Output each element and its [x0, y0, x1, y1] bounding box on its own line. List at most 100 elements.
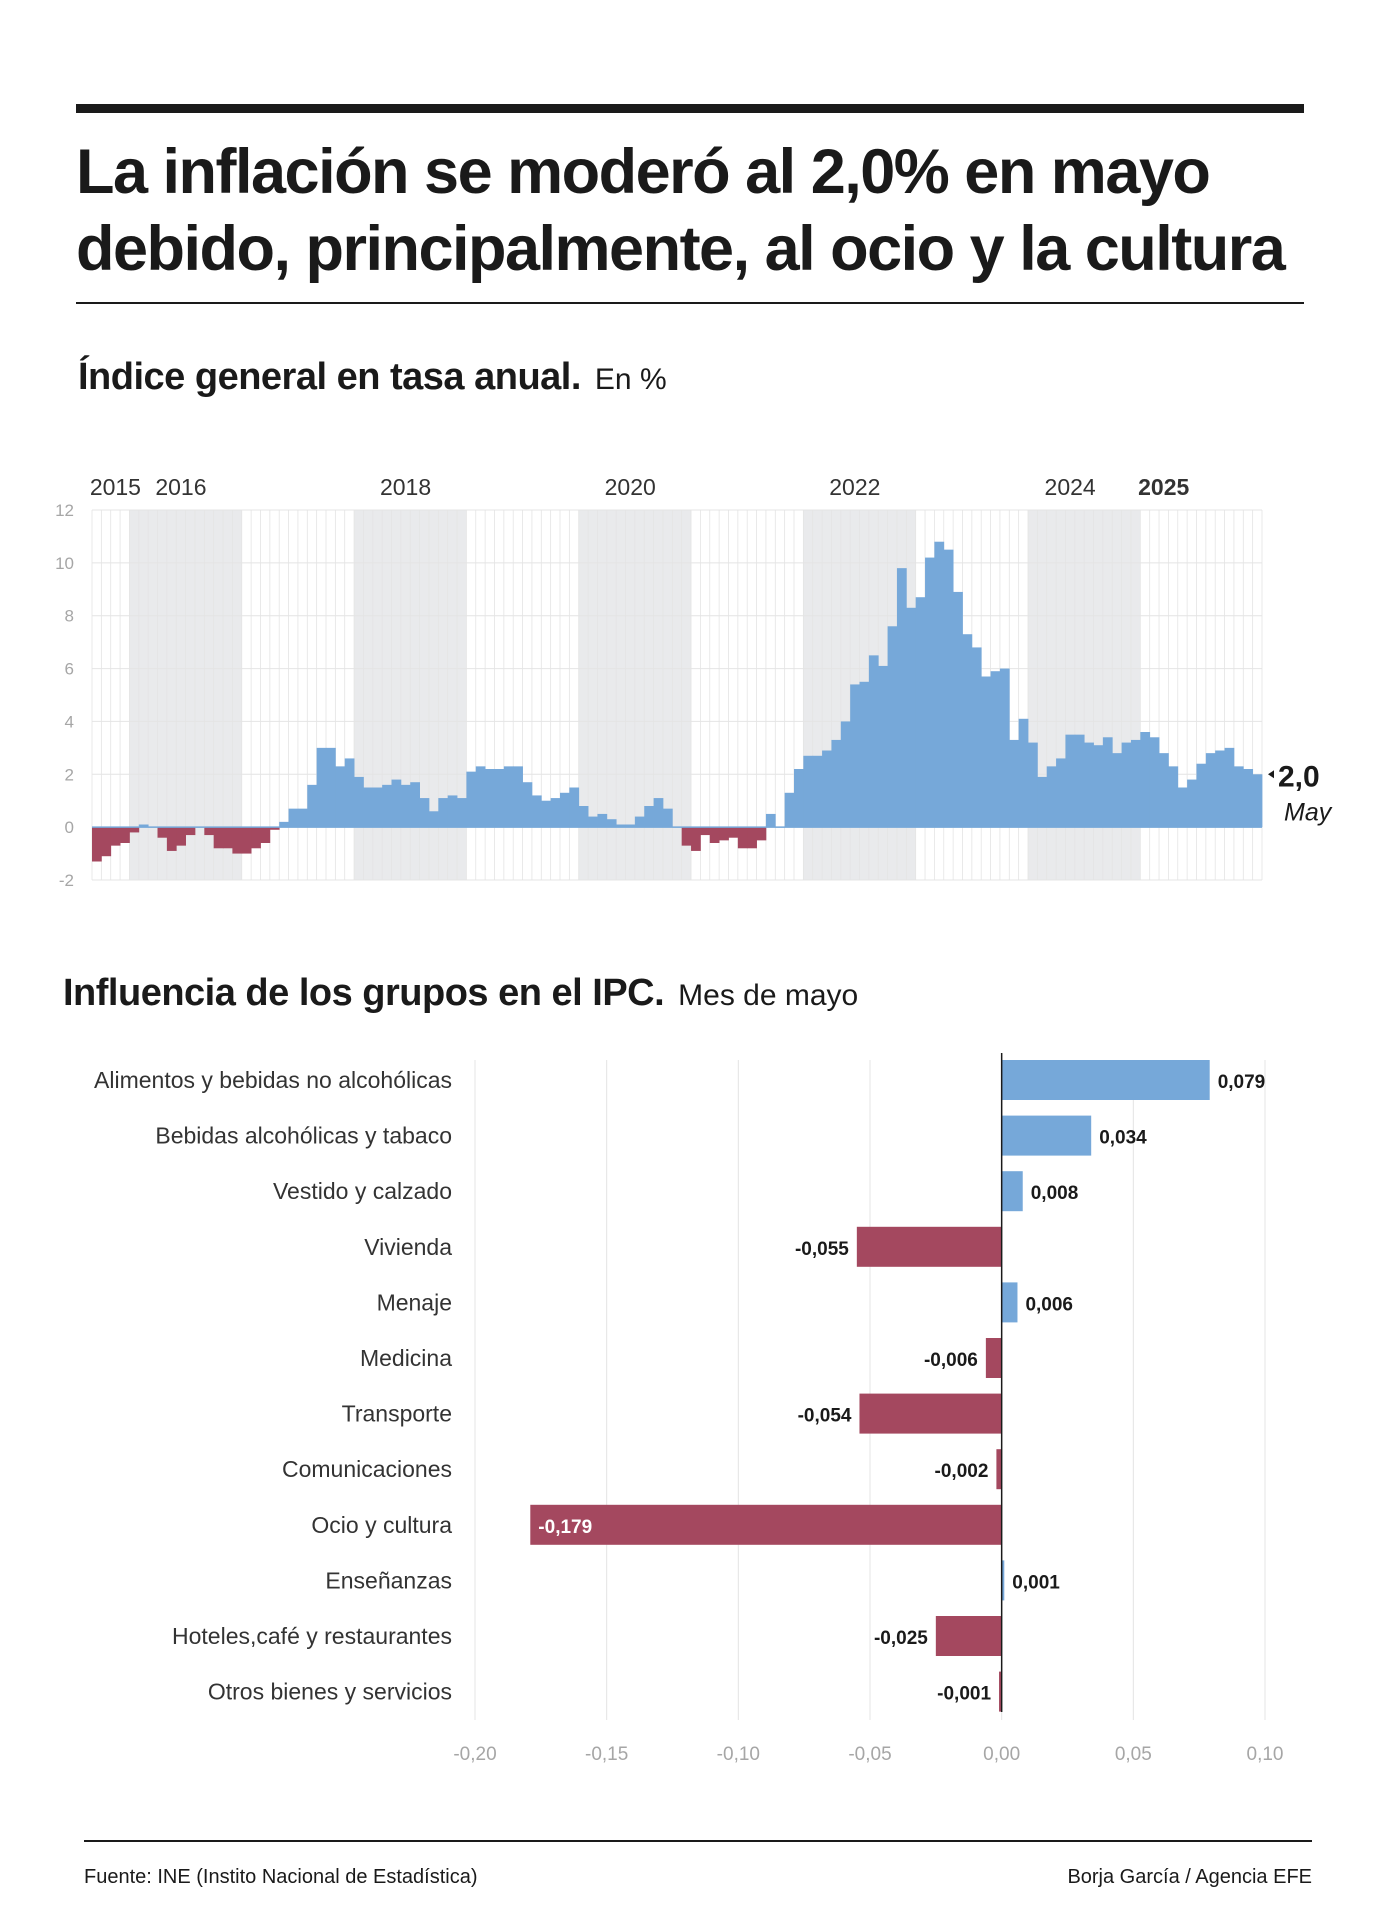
category-label: Alimentos y bebidas no alcohólicas — [94, 1067, 452, 1093]
bar-value-label: 0,006 — [1025, 1294, 1073, 1315]
monthly-bar — [756, 827, 767, 841]
monthly-bar — [447, 795, 458, 828]
monthly-bar — [812, 755, 823, 828]
monthly-bar — [644, 806, 654, 828]
year-label: 2024 — [1045, 474, 1096, 500]
bar-value-label: 0,008 — [1031, 1183, 1079, 1204]
x-tick-label: 0,10 — [1247, 1744, 1284, 1765]
x-tick-label: -0,15 — [585, 1744, 628, 1765]
category-label: Bebidas alcohólicas y tabaco — [155, 1123, 452, 1149]
monthly-bar — [176, 827, 186, 846]
monthly-bar — [634, 816, 645, 828]
monthly-bar — [232, 827, 243, 854]
monthly-bar — [382, 784, 392, 828]
title-divider — [76, 302, 1304, 304]
monthly-bar — [297, 808, 308, 828]
groups-chart-unit: Mes de mayo — [678, 979, 859, 1012]
group-bar — [1001, 1560, 1005, 1601]
group-bar — [530, 1504, 1002, 1545]
category-label: Transporte — [342, 1401, 452, 1427]
title-line-1: La inflación se moderó al 2,0% en mayo — [76, 137, 1211, 207]
monthly-bar — [625, 824, 636, 828]
monthly-bar — [1168, 766, 1179, 828]
last-month-label: May — [1284, 798, 1333, 826]
category-label: Vivienda — [364, 1234, 452, 1260]
bar-value-label: -0,001 — [937, 1684, 991, 1705]
monthly-bar — [410, 782, 420, 828]
monthly-bar — [896, 568, 907, 828]
monthly-bar — [101, 827, 112, 857]
group-bar — [935, 1616, 1002, 1656]
y-tick-label: 0 — [65, 818, 74, 837]
last-value-label: 2,0 — [1278, 760, 1320, 793]
monthly-bar — [279, 821, 289, 828]
monthly-bar — [1130, 739, 1141, 828]
monthly-bar — [850, 684, 860, 828]
monthly-bar — [466, 771, 477, 828]
monthly-bar — [92, 827, 102, 862]
monthly-bar — [747, 827, 757, 849]
top-rule — [76, 104, 1304, 113]
monthly-bar — [166, 827, 177, 851]
monthly-bar — [110, 827, 121, 846]
monthly-bar — [138, 824, 149, 828]
monthly-bar — [588, 816, 598, 828]
monthly-bar — [1056, 758, 1066, 828]
group-bar — [1001, 1171, 1023, 1212]
monthly-bar — [887, 626, 898, 828]
monthly-bar — [531, 795, 542, 828]
monthly-bar — [943, 549, 954, 828]
monthly-bar — [765, 813, 776, 828]
group-bar — [856, 1226, 1002, 1267]
monthly-bar — [597, 813, 608, 828]
x-tick-label: -0,10 — [717, 1744, 760, 1765]
year-label: 2020 — [605, 474, 656, 500]
bar-value-label: -0,179 — [538, 1517, 592, 1538]
monthly-bar — [1233, 766, 1244, 828]
y-tick-label: 2 — [65, 765, 74, 784]
year-label: 2022 — [829, 474, 880, 500]
monthly-bar — [335, 766, 346, 828]
monthly-bar — [513, 766, 523, 828]
monthly-bar — [1177, 787, 1188, 828]
monthly-bar — [550, 798, 561, 828]
bar-value-label: -0,054 — [798, 1406, 852, 1427]
monthly-bar — [719, 827, 729, 841]
monthly-bar — [185, 827, 196, 836]
monthly-bar — [803, 755, 814, 828]
monthly-bar — [981, 676, 991, 828]
group-bar — [1001, 1060, 1210, 1100]
group-bar — [1001, 1115, 1092, 1156]
monthly-bar — [457, 798, 467, 828]
monthly-bar — [1121, 742, 1132, 828]
groups-chart-title-main: Influencia de los grupos en el IPC. — [63, 972, 665, 1014]
monthly-bar — [260, 827, 271, 843]
monthly-bar — [494, 769, 505, 828]
monthly-bar — [251, 827, 261, 849]
bar-value-label: -0,006 — [924, 1350, 978, 1371]
monthly-bar — [934, 541, 945, 828]
monthly-bar — [1046, 766, 1057, 828]
monthly-bar — [999, 668, 1010, 828]
monthly-bar — [700, 827, 711, 836]
monthly-bar — [1205, 753, 1216, 828]
monthly-bar — [391, 779, 402, 828]
monthly-bar — [681, 827, 692, 846]
bar-value-label: -0,025 — [874, 1628, 928, 1649]
y-tick-label: -2 — [59, 871, 74, 890]
author-credit: Borja García / Agencia EFE — [1067, 1866, 1312, 1888]
y-tick-label: 8 — [65, 607, 74, 626]
x-tick-label: -0,05 — [848, 1744, 891, 1765]
monthly-bar — [606, 819, 617, 828]
groups-chart: -0,20 -0,15 -0,10 -0,05 0,00 0,05 0,10 Alimento… — [94, 1053, 1284, 1765]
monthly-bar — [569, 787, 580, 828]
monthly-bar — [794, 769, 804, 828]
monthly-bar — [653, 798, 664, 828]
monthly-bar — [1037, 776, 1048, 828]
monthly-bar — [953, 591, 963, 828]
monthly-bar — [129, 827, 140, 833]
category-label: Comunicaciones — [282, 1456, 452, 1482]
monthly-bar — [1215, 750, 1225, 828]
monthly-bar — [522, 782, 533, 828]
bar-value-label: 0,034 — [1099, 1128, 1147, 1149]
